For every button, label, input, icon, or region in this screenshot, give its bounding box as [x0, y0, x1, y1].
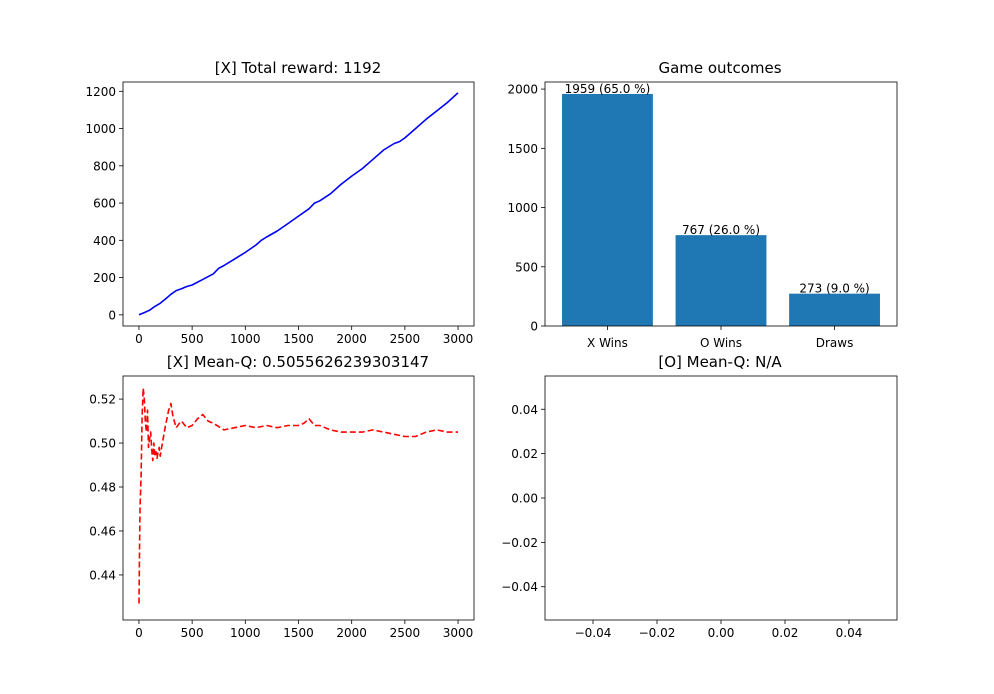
- bar-data-label: 767 (26.0 %): [682, 223, 760, 237]
- x-tick-label: 0: [135, 332, 143, 346]
- y-tick-label: 0.46: [89, 524, 116, 538]
- bar-data-label: 273 (9.0 %): [799, 282, 869, 296]
- reward-line: [138, 92, 459, 316]
- y-tick-label: 0: [530, 320, 538, 334]
- y-tick-label: 0: [108, 308, 116, 322]
- y-tick-label: 1000: [507, 201, 538, 215]
- x-tick-label: 1000: [230, 626, 261, 640]
- reward-panel: [X] Total reward: 1192 0 200 400 600 800 1000…: [85, 59, 475, 346]
- plot-frame: [544, 81, 898, 327]
- x-category-label: X Wins: [587, 336, 628, 350]
- outcomes-title: Game outcomes: [658, 59, 781, 77]
- x-meanq-line: [138, 387, 458, 604]
- reward-axes: 0 200 400 600 800 1000 1200 0 500 1000 1500 2000 250…: [85, 81, 475, 346]
- y-tick-label: 2000: [507, 83, 538, 97]
- outcomes-axes: X Wins O Wins Draws 0 500 1000 1500 2000: [507, 81, 898, 350]
- outcomes-panel: Game outcomes 1959 (65.0 %) 767 (26.0 %) 2…: [507, 59, 898, 350]
- x-tick-label: −0.02: [639, 626, 676, 640]
- x-tick-label: 0: [135, 626, 143, 640]
- y-tick-label: 1500: [507, 142, 538, 156]
- reward-series: [138, 92, 459, 316]
- bar-o-wins: [675, 235, 767, 326]
- x-tick-label: 500: [181, 626, 204, 640]
- x-tick-label: 0.02: [772, 626, 799, 640]
- y-tick-label: 1000: [85, 122, 116, 136]
- x-tick-label: 3000: [443, 332, 474, 346]
- y-tick-label: −0.04: [501, 580, 538, 594]
- x-tick-label: 1500: [283, 626, 314, 640]
- y-tick-label: 0.02: [511, 447, 538, 461]
- y-tick-label: 0.48: [89, 481, 116, 495]
- y-tick-label: 600: [93, 197, 116, 211]
- x-tick-label: 2000: [336, 626, 367, 640]
- o-meanq-title: [O] Mean-Q: N/A: [658, 353, 782, 371]
- y-tick-label: 200: [93, 271, 116, 285]
- x-meanq-title: [X] Mean-Q: 0.5055626239303147: [167, 353, 429, 371]
- x-tick-label: 1000: [230, 332, 261, 346]
- x-tick-label: −0.04: [575, 626, 612, 640]
- y-tick-label: 500: [515, 260, 538, 274]
- x-tick-label: 3000: [443, 626, 474, 640]
- y-tick-label: 0.44: [89, 568, 116, 582]
- bar-x-wins: [562, 93, 653, 326]
- x-category-label: Draws: [816, 336, 854, 350]
- outcomes-bars: 1959 (65.0 %) 767 (26.0 %) 273 (9.0 %): [562, 82, 880, 326]
- x-tick-label: 0.00: [708, 626, 735, 640]
- x-tick-label: 1500: [283, 332, 314, 346]
- y-tick-label: 400: [93, 234, 116, 248]
- x-meanq-axes: 0.44 0.46 0.48 0.50 0.52 0 500 1000 1500 2000 2500…: [89, 375, 475, 640]
- o-meanq-panel: [O] Mean-Q: N/A −0.04−0.020.000.020.04−0…: [501, 353, 898, 640]
- y-tick-label: 0.00: [511, 492, 538, 506]
- y-tick-label: 800: [93, 159, 116, 173]
- reward-title: [X] Total reward: 1192: [215, 59, 382, 77]
- bar-draws: [789, 293, 880, 326]
- y-tick-label: 0.50: [89, 437, 116, 451]
- y-tick-label: 1200: [85, 85, 116, 99]
- bar-data-label: 1959 (65.0 %): [565, 82, 651, 96]
- y-tick-label: 0.04: [511, 403, 538, 417]
- x-tick-label: 500: [181, 332, 204, 346]
- x-tick-label: 2500: [390, 626, 421, 640]
- x-meanq-panel: [X] Mean-Q: 0.5055626239303147 0.440.460…: [89, 353, 475, 640]
- x-tick-label: 2500: [390, 332, 421, 346]
- y-tick-label: −0.02: [501, 536, 538, 550]
- x-tick-label: 2000: [336, 332, 367, 346]
- y-tick-label: 0.52: [89, 393, 116, 407]
- o-meanq-axes: −0.04 −0.02 0.00 0.02 0.04 −0.04 −0.02 0.00 0.02…: [501, 375, 898, 640]
- x-category-label: O Wins: [700, 336, 742, 350]
- x-meanq-series: [138, 387, 458, 604]
- x-tick-label: 0.04: [836, 626, 863, 640]
